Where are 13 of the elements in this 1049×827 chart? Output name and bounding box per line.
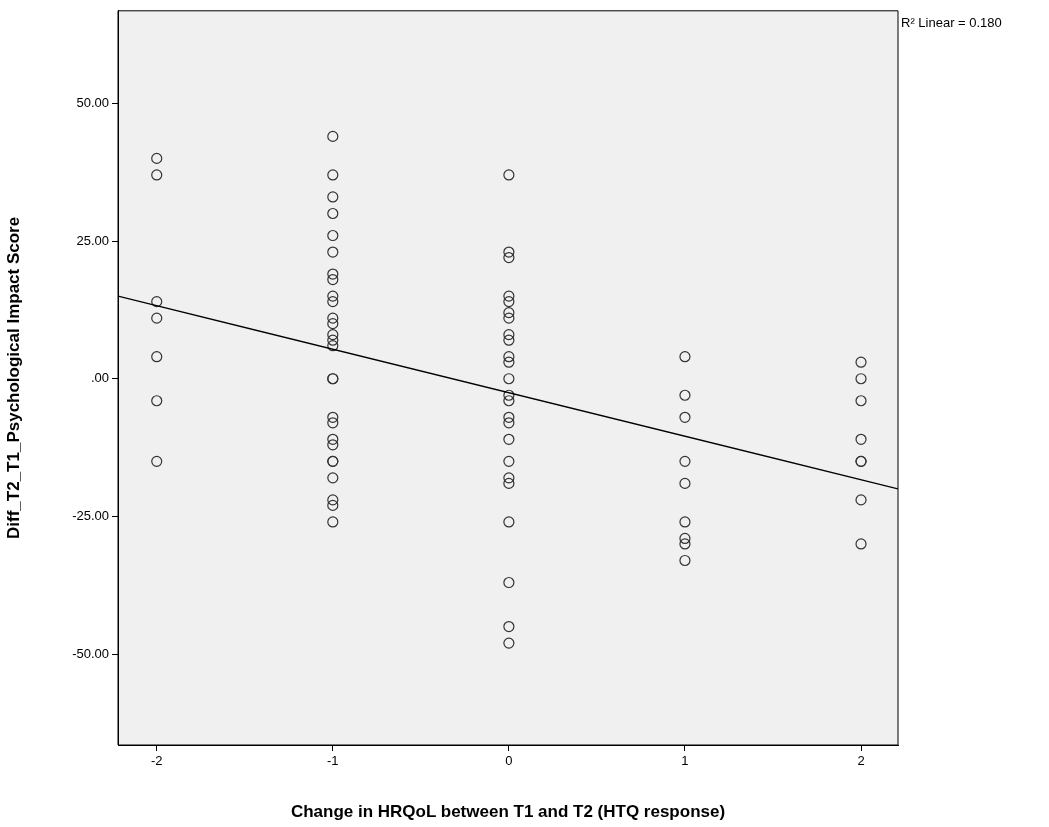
x-axis-title: Change in HRQoL between T1 and T2 (HTQ response) [290, 802, 726, 822]
x-tick-label: 0 [505, 753, 513, 769]
y-tick-label: -25.00 [72, 508, 109, 523]
x-tick-label: 2 [857, 753, 865, 769]
x-tick-label: 1 [681, 753, 689, 769]
y-tick-label: 25.00 [76, 232, 109, 248]
y-tick-label: .00 [90, 370, 109, 386]
x-tick-label: -2 [150, 753, 163, 769]
y-axis-title: Diff_T2_T1_Psychological Impact Score [3, 216, 23, 539]
y-tick-label: 50.00 [76, 94, 109, 110]
text: R² Linear = 0.180 [901, 14, 1002, 30]
x-tick-label: -1 [327, 753, 339, 769]
y-tick-label: -50.00 [72, 645, 109, 661]
